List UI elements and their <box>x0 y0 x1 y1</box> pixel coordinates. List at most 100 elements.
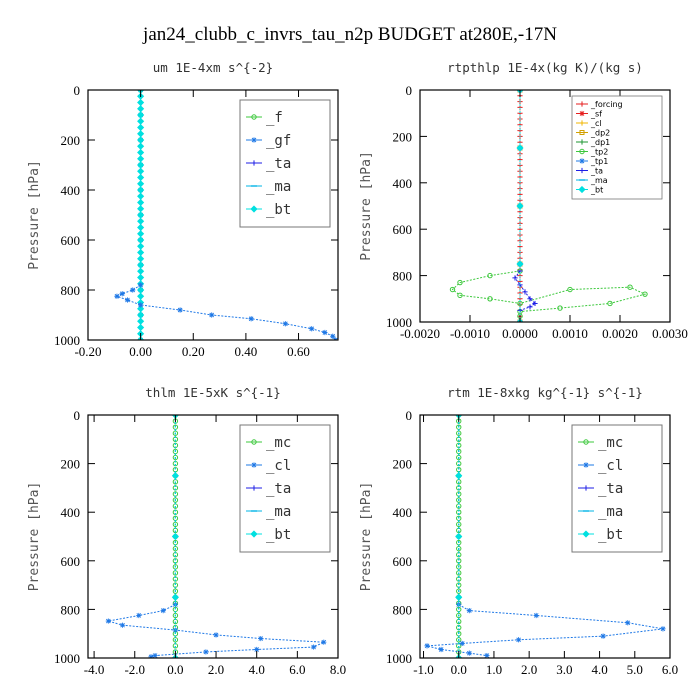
x-tick-label: 0.0020 <box>602 326 638 341</box>
x-tick-label: 0.60 <box>287 344 310 359</box>
plot-area <box>105 415 327 658</box>
panel-1: um 1E-4xm s^{-2} Pressure [hPa] 0 200 400 600… <box>27 60 339 359</box>
y-tick-label: 800 <box>393 602 413 617</box>
legend-marker <box>583 485 589 491</box>
legend-marker <box>579 130 585 135</box>
legend-label: _cl <box>590 119 602 128</box>
plot-frame <box>87 89 339 341</box>
data-point <box>119 291 125 297</box>
legend-label: _bt <box>266 202 291 218</box>
data-point <box>105 618 111 624</box>
legend-marker <box>251 160 257 166</box>
data-point <box>172 612 179 619</box>
data-point <box>248 316 254 322</box>
data-point <box>137 192 145 200</box>
y-tick-label: 200 <box>393 129 413 144</box>
legend-label: _ma <box>266 504 291 520</box>
legend-marker <box>579 110 585 117</box>
data-point <box>136 612 142 619</box>
legend-marker <box>582 530 590 538</box>
series-line <box>451 270 647 317</box>
legend-marker <box>578 185 586 194</box>
data-point <box>137 311 145 319</box>
x-tick-label: -1.0 <box>413 662 434 677</box>
data-point <box>642 291 648 297</box>
y-tick-label: 800 <box>393 269 413 284</box>
legend-label: _mc <box>266 435 291 451</box>
data-point <box>309 326 315 332</box>
data-point <box>137 111 145 119</box>
data-point <box>487 272 493 279</box>
data-point <box>137 186 145 194</box>
panel-3: thlm 1E-5xK s^{-1} Pressure [hPa] 0 200 400 6… <box>27 385 346 677</box>
data-point <box>137 198 145 207</box>
data-point <box>209 312 215 318</box>
legend-marker <box>251 462 257 468</box>
data-point <box>522 289 528 295</box>
data-point <box>627 284 633 290</box>
data-point <box>607 300 613 307</box>
data-point <box>455 532 463 541</box>
data-point <box>137 123 145 132</box>
legend-marker <box>251 137 257 143</box>
x-tick-label: 0.0010 <box>552 326 588 341</box>
data-point <box>456 430 462 436</box>
data-point <box>203 649 209 655</box>
data-point <box>137 167 145 175</box>
panel-title: rtpthlp 1E-4x(kg K)/(kg s) <box>447 60 643 75</box>
plot-frame <box>419 414 671 659</box>
y-tick-label: 200 <box>393 457 413 472</box>
x-tick-label: 1.0 <box>486 662 502 677</box>
y-tick-label: 0 <box>74 83 81 98</box>
plot-frame <box>87 414 339 659</box>
x-tick-label: 0.00 <box>129 344 152 359</box>
data-point <box>424 643 430 649</box>
data-point <box>138 302 144 308</box>
data-point <box>172 521 179 528</box>
legend-box <box>571 95 663 200</box>
data-point <box>456 497 462 503</box>
data-point <box>152 652 158 658</box>
data-point <box>137 173 145 182</box>
x-tick-label: -0.20 <box>74 344 101 359</box>
legend-label: _forcing <box>590 100 623 109</box>
legend-marker <box>583 462 589 468</box>
data-point <box>137 211 145 219</box>
series-tp2 <box>449 268 648 319</box>
legend-marker <box>579 158 585 164</box>
data-point <box>137 223 145 232</box>
data-point <box>527 296 533 302</box>
data-point <box>137 255 145 263</box>
y-tick-label: 600 <box>61 233 81 248</box>
series-cl <box>105 601 327 658</box>
y-tick-label: 200 <box>61 457 81 472</box>
y-tick-label: 800 <box>61 602 81 617</box>
data-point <box>171 532 179 541</box>
y-tick-label: 0 <box>406 83 413 98</box>
legend: _f _gf _ta _ma _bt <box>239 99 331 228</box>
panels: um 1E-4xm s^{-2} Pressure [hPa] 0 200 400 600… <box>27 60 688 677</box>
y-tick-label: 1000 <box>54 651 80 666</box>
y-tick-label: 1000 <box>386 315 412 330</box>
data-point <box>138 282 144 288</box>
series-line <box>108 604 324 658</box>
data-point <box>137 248 145 257</box>
y-tick-label: 600 <box>61 554 81 569</box>
data-point <box>137 142 145 150</box>
data-point <box>484 652 490 658</box>
data-point <box>137 317 145 325</box>
data-point <box>137 98 145 107</box>
data-point <box>137 242 145 250</box>
x-tick-label: 3.0 <box>556 662 572 677</box>
data-point <box>527 304 533 310</box>
legend-marker <box>579 167 585 174</box>
legend-label: _bt <box>598 527 623 543</box>
legend-marker <box>579 101 585 107</box>
data-point <box>137 155 145 163</box>
data-point <box>322 329 328 336</box>
data-point <box>137 148 145 157</box>
x-tick-label: 0.0030 <box>652 326 688 341</box>
data-point <box>487 296 493 302</box>
data-point <box>311 644 317 650</box>
